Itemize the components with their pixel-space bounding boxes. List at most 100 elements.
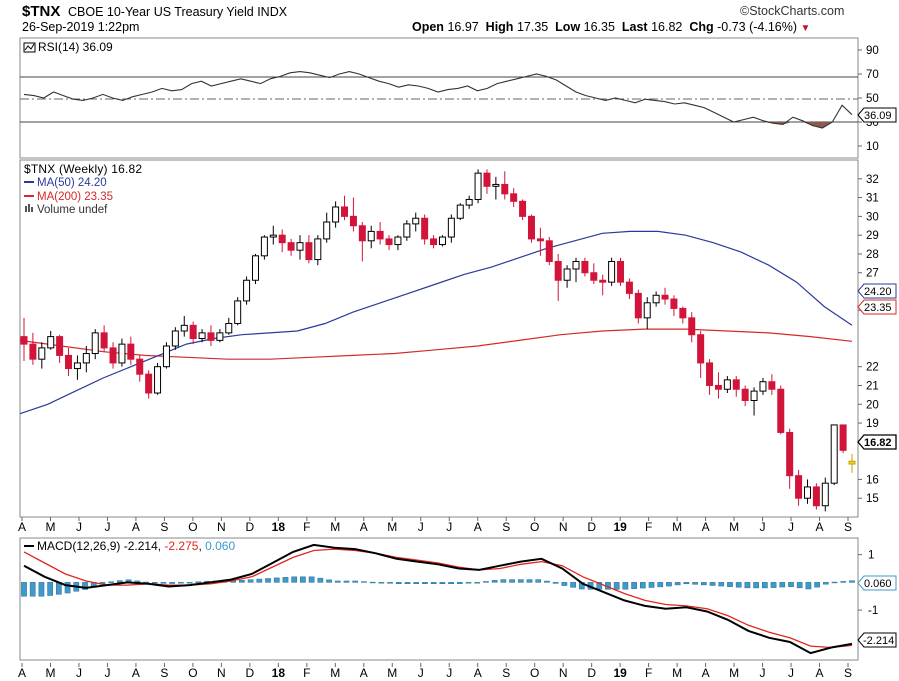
macd-hist-bar — [849, 580, 855, 583]
price-tick-label: 21 — [866, 380, 879, 392]
candle — [661, 294, 669, 300]
macd-hist-bar — [404, 582, 411, 585]
candle — [385, 238, 393, 246]
time-tick-label: F — [303, 520, 310, 534]
price-tick-label: 28 — [866, 249, 879, 261]
macd-hist-bar — [456, 582, 463, 584]
macd-hist-bar — [195, 581, 202, 583]
candle — [287, 242, 295, 251]
candle — [465, 198, 473, 206]
time-tick-label: F — [645, 666, 652, 680]
time-axis-top: A M J J A S O N D 18 F M A M J J A S O N D 19 F M A M J J A S — [18, 517, 852, 534]
macd-hist-bar — [718, 582, 725, 587]
macd-hist-bar — [683, 582, 690, 585]
time-tick-label: O — [530, 520, 539, 534]
macd-legend-title: MACD(12,26,9) — [37, 539, 120, 553]
ma50-badge: 24.20 — [857, 283, 897, 299]
candle — [714, 384, 722, 390]
time-tick-label: D — [246, 520, 255, 534]
price-tick-label: 30 — [866, 211, 879, 223]
macd-hist-bar — [657, 582, 664, 588]
time-tick-label: A — [360, 666, 368, 680]
quote-bar: Open 16.97 High 17.35 Low 16.35 Last 16.… — [412, 20, 810, 34]
macd-hist-bar — [378, 582, 385, 584]
macd-hist-bar — [47, 582, 53, 596]
macd-hist-bar — [169, 582, 176, 584]
time-tick-label: A — [816, 520, 824, 534]
macd-hist-bar — [700, 582, 707, 586]
time-tick-label: J — [446, 666, 452, 680]
macd-hist-bar — [840, 581, 847, 583]
candle — [376, 230, 384, 240]
macd-hist-bar — [561, 582, 568, 586]
macd-hist-bar — [648, 582, 655, 588]
ma50-badge-label: 24.20 — [864, 286, 892, 298]
macd-hist-bar — [613, 582, 620, 590]
time-tick-label: 19 — [613, 666, 627, 680]
macd-hist-bar — [430, 582, 437, 585]
candle — [732, 379, 740, 390]
candle-current — [848, 460, 856, 465]
candle — [572, 260, 580, 270]
candle — [207, 332, 215, 341]
candle — [688, 317, 696, 336]
macd-hist-badge-label: 0.060 — [864, 578, 892, 590]
rsi-panel-frame — [19, 37, 859, 159]
time-tick-label: F — [303, 666, 310, 680]
macd-hist-badge: 0.060 — [857, 575, 897, 591]
macd-hist-bar — [422, 582, 428, 585]
time-tick-label: 19 — [613, 520, 627, 534]
candle — [456, 204, 464, 219]
macd-hist-bar — [247, 579, 254, 583]
candle — [225, 322, 233, 334]
macd-hist-bar — [709, 582, 716, 586]
time-tick-label: 18 — [272, 666, 286, 680]
macd-hist-bar — [300, 576, 306, 583]
macd-hist-bar — [622, 582, 629, 590]
time-tick-label: O — [188, 520, 197, 534]
macd-hist-bar — [317, 577, 324, 583]
time-tick-label: M — [45, 520, 55, 534]
candle — [652, 294, 660, 304]
time-tick-label: O — [188, 666, 197, 680]
time-tick-label: M — [672, 520, 682, 534]
macd-hist-bar — [465, 582, 472, 584]
time-tick-label: S — [502, 666, 510, 680]
candle — [412, 217, 420, 225]
macd-tick-label: -1 — [868, 605, 878, 617]
macd-hist-bar — [273, 577, 280, 583]
time-tick-label: A — [816, 666, 824, 680]
candle — [109, 347, 117, 364]
time-tick-label: S — [160, 666, 168, 680]
price-tick-label: 15 — [866, 493, 879, 505]
brand-label[interactable]: ©StockCharts.com — [740, 4, 845, 18]
candle — [91, 332, 99, 355]
candle — [750, 390, 758, 402]
chg-label: Chg — [689, 20, 714, 34]
rsi-last-label: 36.09 — [864, 110, 892, 122]
rsi-tick-label: 50 — [866, 93, 879, 105]
macd-line — [23, 543, 853, 655]
candle — [349, 215, 357, 227]
macd-legend: MACD(12,26,9) -2.214, -2.275, 0.060 — [24, 539, 235, 553]
time-tick-label: M — [387, 666, 397, 680]
candle — [278, 234, 286, 244]
candle — [29, 343, 37, 360]
macd-hist-bar — [151, 582, 158, 584]
time-tick-label: S — [160, 520, 168, 534]
macd-value-badge: -2.214 — [857, 632, 897, 648]
high-value: 17.35 — [516, 20, 549, 34]
macd-hist-bar — [744, 582, 751, 589]
candle — [483, 172, 491, 187]
time-tick-label: A — [18, 666, 26, 680]
time-tick-label: A — [702, 520, 710, 534]
macd-hist-bar — [831, 581, 838, 584]
macd-hist-bar — [814, 582, 820, 588]
macd-hist-bar — [692, 582, 698, 585]
candle — [260, 236, 268, 257]
macd-hist-bar — [343, 580, 350, 583]
macd-hist-bar — [178, 582, 184, 584]
macd-hist-bar — [291, 576, 298, 583]
candle — [527, 215, 535, 240]
candle — [545, 240, 553, 262]
